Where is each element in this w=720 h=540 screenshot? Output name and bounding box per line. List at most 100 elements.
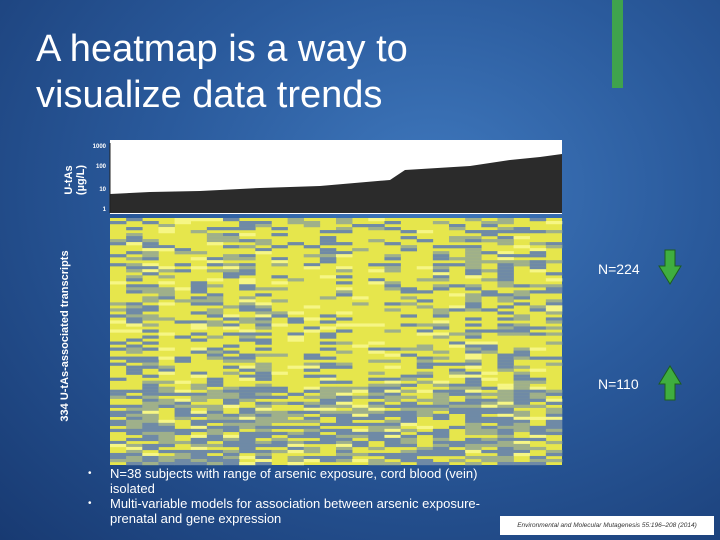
heatmap-cell [239, 305, 256, 309]
heatmap-cell [336, 293, 353, 297]
heatmap-cell [255, 425, 272, 430]
heatmap-cell [400, 395, 418, 399]
heatmap-cell [545, 317, 563, 321]
heatmap-cell [190, 437, 208, 442]
heatmap-cell [529, 248, 547, 252]
heatmap-cell [271, 227, 288, 231]
heatmap-cell [497, 227, 514, 231]
heatmap-cell [142, 221, 159, 225]
heatmap-cell [465, 443, 482, 448]
heatmap-cell [336, 449, 353, 454]
heatmap-cell [513, 443, 531, 448]
heatmap-cell [545, 398, 563, 402]
heatmap-cell [384, 308, 401, 312]
heatmap-cell [303, 368, 321, 372]
heatmap-cell [497, 296, 514, 300]
heatmap-cell [190, 338, 208, 342]
heatmap-cell [465, 398, 482, 402]
heatmap-cell [513, 347, 531, 351]
heatmap-cell [497, 419, 514, 424]
heatmap-cell [449, 236, 466, 240]
heatmap-cell [497, 431, 514, 436]
heatmap-cell [368, 239, 385, 243]
heatmap-cell [303, 410, 321, 414]
heatmap-cell [239, 440, 256, 445]
heatmap-cell [481, 371, 498, 375]
heatmap-cell [545, 428, 563, 433]
heatmap-cell [481, 398, 498, 402]
heatmap-cell [142, 395, 159, 399]
heatmap-cell [255, 401, 272, 405]
heatmap-cell [513, 365, 531, 369]
heatmap-cell [481, 386, 498, 390]
heatmap-cell [158, 245, 175, 249]
heatmap-cell [545, 320, 563, 324]
heatmap-cell [400, 428, 418, 433]
heatmap-cell [126, 452, 143, 457]
heatmap-cell [319, 437, 337, 442]
heatmap-cell [336, 395, 353, 399]
heatmap-cell [142, 254, 159, 258]
heatmap-cell [368, 416, 385, 421]
heatmap-cell [432, 314, 450, 318]
heatmap-cell [239, 269, 256, 273]
heatmap-cell [400, 449, 418, 454]
heatmap-cell [416, 410, 434, 414]
heatmap-cell [110, 419, 127, 424]
heatmap-cell [271, 263, 288, 267]
heatmap-cell [497, 278, 514, 282]
heatmap-cell [384, 329, 401, 333]
heatmap-cell [336, 404, 353, 408]
heatmap-cell [174, 263, 192, 267]
heatmap-cell [432, 332, 450, 336]
heatmap-cell [384, 386, 401, 390]
heatmap-cell [206, 377, 224, 381]
heatmap-cell [174, 428, 192, 433]
heatmap-cell [126, 329, 143, 333]
heatmap-cell [239, 254, 256, 258]
heatmap-cell [239, 302, 256, 306]
heatmap-cell [529, 458, 547, 463]
heatmap-cell [190, 374, 208, 378]
heatmap-cell [368, 263, 385, 267]
heatmap-cell [142, 317, 159, 321]
heatmap-cell [465, 353, 482, 357]
heatmap-cell [319, 326, 337, 330]
heatmap-cell [497, 458, 514, 463]
heatmap-cell [513, 452, 531, 457]
heatmap-cell [432, 461, 450, 466]
heatmap-cell [545, 416, 563, 421]
heatmap-cell [449, 449, 466, 454]
heatmap-cell [190, 251, 208, 255]
heatmap-cell [303, 440, 321, 445]
heatmap-cell [465, 248, 482, 252]
heatmap-cell [271, 311, 288, 315]
heatmap-cell [545, 362, 563, 366]
heatmap-cell [158, 302, 175, 306]
heatmap-cell [223, 254, 240, 258]
heatmap-cell [545, 401, 563, 405]
heatmap-cell [529, 263, 547, 267]
heatmap-cell [481, 440, 498, 445]
heatmap-cell [223, 452, 240, 457]
heatmap-cell [239, 437, 256, 442]
heatmap-cell [190, 257, 208, 261]
heatmap-cell [384, 422, 401, 427]
heatmap-cell [174, 218, 192, 222]
heatmap-cell [384, 452, 401, 457]
heatmap-cell [158, 389, 175, 393]
heatmap-cell [529, 431, 547, 436]
heatmap-cell [255, 320, 272, 324]
heatmap-cell [481, 329, 498, 333]
heatmap-cell [465, 296, 482, 300]
heatmap-cell [239, 263, 256, 267]
heatmap-cell [497, 461, 514, 466]
heatmap-cell [158, 443, 175, 448]
heatmap-cell [368, 281, 385, 285]
heatmap-cell [319, 428, 337, 433]
heatmap-cell [174, 299, 192, 303]
heatmap-cell [465, 302, 482, 306]
heatmap-cell [384, 437, 401, 442]
heatmap-cell [368, 269, 385, 273]
heatmap-cell [352, 413, 369, 418]
